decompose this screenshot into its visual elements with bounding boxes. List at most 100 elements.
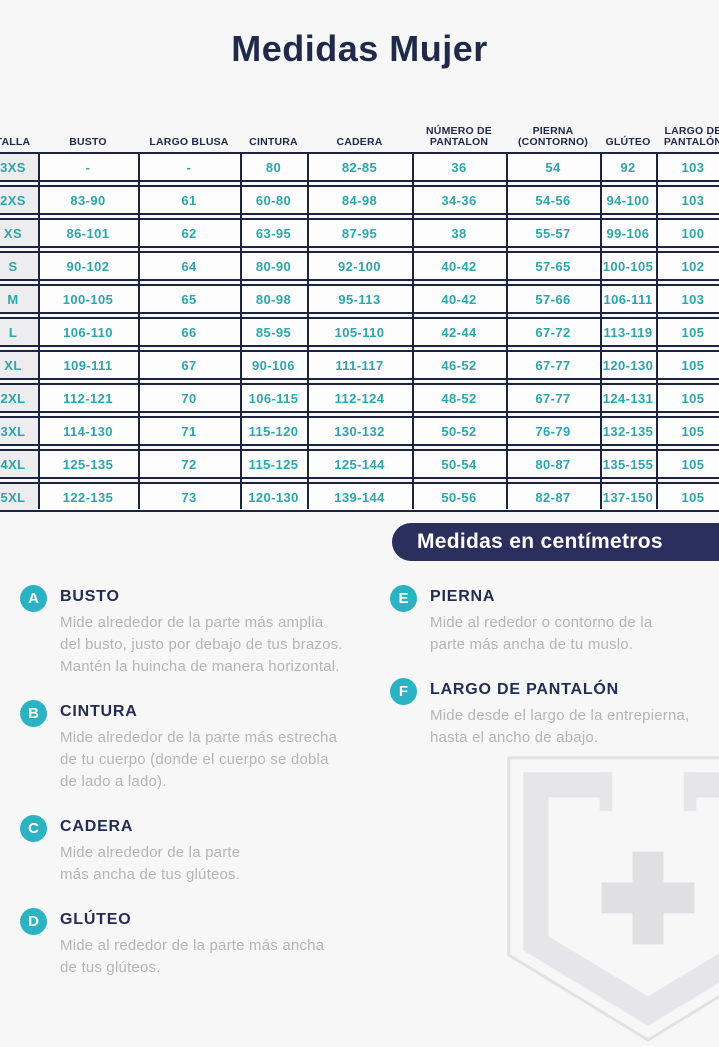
value-cell: 63-95 <box>240 220 307 246</box>
units-banner-label: Medidas en centímetros <box>417 530 663 553</box>
table-row: 2XL 112-121 70 106-115 112-124 48-52 67-77 124-… <box>0 383 719 413</box>
value-cell: 67-72 <box>506 319 600 345</box>
value-cell: 50-54 <box>412 451 506 477</box>
table-grid-line <box>506 152 508 509</box>
value-cell: 106-111 <box>600 286 656 312</box>
value-cell: - <box>138 154 240 180</box>
value-cell: 34-36 <box>412 187 506 213</box>
shield-medical-cross-icon <box>503 752 719 1042</box>
value-cell: 115-120 <box>240 418 307 444</box>
value-cell: 135-155 <box>600 451 656 477</box>
legend-item: F LARGO DE PANTALÓN Mide desde el largo de… <box>390 677 715 749</box>
value-cell: 57-66 <box>506 286 600 312</box>
table-row: XL 109-111 67 90-106 111-117 46-52 67-77 120-13… <box>0 350 719 380</box>
size-label-cell: 3XS <box>0 154 38 180</box>
value-cell: 105 <box>656 319 719 345</box>
table-row: 3XS - -80 82-85 36 54 92 103 <box>0 152 719 182</box>
legend-description: Mide alrededor de la parte más estrecha … <box>60 729 338 790</box>
value-cell: 109-111 <box>38 352 138 378</box>
legend-item: E PIERNA Mide al rededor o contorno de la … <box>390 584 715 656</box>
column-header: CINTURA <box>249 136 298 149</box>
value-cell: 42-44 <box>412 319 506 345</box>
column-header: TALLA <box>0 136 31 149</box>
legend-text: GLÚTEO Mide al rededor de la parte más an… <box>60 907 324 979</box>
value-cell: 103 <box>656 286 719 312</box>
value-cell: 55-57 <box>506 220 600 246</box>
legend-left-column: A BUSTO Mide alrededor de la parte más amp… <box>20 584 372 1000</box>
value-cell: 46-52 <box>412 352 506 378</box>
letter-badge-icon: E <box>390 585 417 612</box>
value-cell: 65 <box>138 286 240 312</box>
value-cell: 105 <box>656 385 719 411</box>
size-guide-page: Medidas Mujer TALLA BUSTO LARGO BLUSA CINTU… <box>0 28 719 1042</box>
value-cell: 106-110 <box>38 319 138 345</box>
value-cell: 50-56 <box>412 484 506 510</box>
size-table-area: TALLA BUSTO LARGO BLUSA CINTURA CADERA NÚMERO… <box>0 117 719 515</box>
table-row: XS 86-101 62 63-95 87-95 38 55-57 99-106 100 <box>0 218 719 248</box>
letter-badge-icon: A <box>20 585 47 612</box>
legend-title: BUSTO <box>60 588 120 605</box>
value-cell: 100-105 <box>38 286 138 312</box>
legend-description: Mide alrededor de la parte más ancha de … <box>60 844 241 883</box>
legend-item: C CADERA Mide alrededor de la parte más an… <box>20 814 372 886</box>
value-cell: 111-117 <box>307 352 412 378</box>
size-label-cell: XS <box>0 220 38 246</box>
value-cell: 50-52 <box>412 418 506 444</box>
value-cell: 137-150 <box>600 484 656 510</box>
legend-text: CADERA Mide alrededor de la parte más anc… <box>60 814 240 886</box>
value-cell: 67-77 <box>506 385 600 411</box>
legend-title: PIERNA <box>430 588 496 605</box>
value-cell: 112-124 <box>307 385 412 411</box>
value-cell: 122-135 <box>38 484 138 510</box>
value-cell: 48-52 <box>412 385 506 411</box>
value-cell: 71 <box>138 418 240 444</box>
size-label-cell: 4XL <box>0 451 38 477</box>
value-cell: 57-65 <box>506 253 600 279</box>
value-cell: 80 <box>240 154 307 180</box>
value-cell: 105-110 <box>307 319 412 345</box>
column-header: LARGO DE PANTALÓN <box>663 124 719 149</box>
value-cell: 73 <box>138 484 240 510</box>
legend-title: CINTURA <box>60 703 138 720</box>
table-row: 3XL 114-130 71 115-120 130-132 50-52 76-79 132-… <box>0 416 719 446</box>
size-table: TALLA BUSTO LARGO BLUSA CINTURA CADERA NÚMERO… <box>0 117 719 512</box>
table-grid-line <box>138 152 140 509</box>
value-cell: 92-100 <box>307 253 412 279</box>
table-row: 2XS 83-90 61 60-80 84-98 34-36 54-56 94-100 103 <box>0 185 719 215</box>
value-cell: 54 <box>506 154 600 180</box>
value-cell: 80-98 <box>240 286 307 312</box>
value-cell: 40-42 <box>412 253 506 279</box>
value-cell: 82-87 <box>506 484 600 510</box>
value-cell: 124-131 <box>600 385 656 411</box>
table-row: M 100-105 65 80-98 95-113 40-42 57-66 106-111 10… <box>0 284 719 314</box>
table-row: S 90-102 64 80-90 92-100 40-42 57-65 100-105 102 <box>0 251 719 281</box>
value-cell: 90-106 <box>240 352 307 378</box>
size-label-cell: 2XS <box>0 187 38 213</box>
value-cell: 99-106 <box>600 220 656 246</box>
value-cell: 76-79 <box>506 418 600 444</box>
table-grid-line <box>38 152 40 509</box>
value-cell: 105 <box>656 484 719 510</box>
legend-title: LARGO DE PANTALÓN <box>430 681 619 698</box>
value-cell: 36 <box>412 154 506 180</box>
legend-title: GLÚTEO <box>60 911 132 928</box>
value-cell: 87-95 <box>307 220 412 246</box>
letter-badge-icon: D <box>20 908 47 935</box>
legend-description: Mide al rededor de la parte más ancha de… <box>60 937 325 976</box>
column-header: NÚMERO DE PANTALON <box>426 124 492 149</box>
value-cell: 100 <box>656 220 719 246</box>
value-cell: 105 <box>656 352 719 378</box>
legend-text: PIERNA Mide al rededor o contorno de la p… <box>430 584 652 656</box>
value-cell: 82-85 <box>307 154 412 180</box>
table-grid-line <box>656 152 658 509</box>
value-cell: 115-125 <box>240 451 307 477</box>
value-cell: 66 <box>138 319 240 345</box>
legend-item: A BUSTO Mide alrededor de la parte más amp… <box>20 584 372 678</box>
value-cell: 85-95 <box>240 319 307 345</box>
table-row: 5XL 122-135 73 120-130 139-144 50-56 82-87 137-… <box>0 482 719 512</box>
legend-description: Mide alrededor de la parte más amplia de… <box>60 614 343 675</box>
size-label-cell: XL <box>0 352 38 378</box>
legend-text: BUSTO Mide alrededor de la parte más ampl… <box>60 584 343 678</box>
size-label-cell: M <box>0 286 38 312</box>
value-cell: 114-130 <box>38 418 138 444</box>
